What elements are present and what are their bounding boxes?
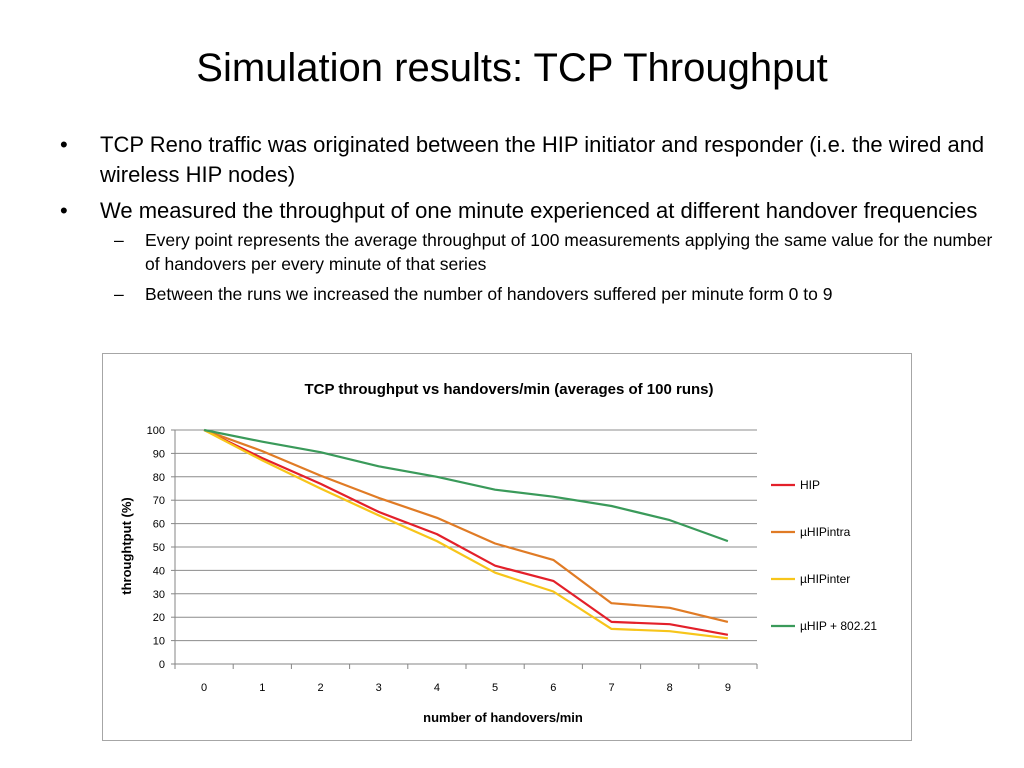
sub-bullet-text: Every point represents the average throu… xyxy=(145,230,993,274)
x-tick-label: 8 xyxy=(667,682,673,694)
x-axis-label: number of handovers/min xyxy=(423,710,583,725)
x-tick-label: 9 xyxy=(725,682,731,694)
bullet-item: • TCP Reno traffic was originated betwee… xyxy=(60,130,1000,190)
y-tick-label: 40 xyxy=(153,565,165,577)
sub-bullet-mark: – xyxy=(114,230,124,250)
y-tick-label: 100 xyxy=(147,425,165,437)
gridlines xyxy=(171,429,758,669)
x-tick-label: 4 xyxy=(434,682,440,694)
y-axis-label: throughtput (%) xyxy=(119,497,134,594)
y-tick-label: 80 xyxy=(153,472,165,484)
y-tick-label: 50 xyxy=(153,542,165,554)
sub-bullet-text: Between the runs we increased the number… xyxy=(145,284,833,304)
legend-label: µHIP + 802.21 xyxy=(800,619,877,633)
y-tick-label: 60 xyxy=(153,519,165,531)
x-tick-label: 1 xyxy=(259,682,265,694)
y-tick-label: 70 xyxy=(153,495,165,507)
bullet-text: We measured the throughput of one minute… xyxy=(100,198,978,223)
series-line xyxy=(203,428,729,623)
legend-label: µHIPinter xyxy=(800,572,850,586)
y-tick-label: 10 xyxy=(153,636,165,648)
x-tick-label: 0 xyxy=(201,682,207,694)
x-tick-label: 6 xyxy=(550,682,556,694)
y-tick-label: 90 xyxy=(153,448,165,460)
series-lines xyxy=(203,428,729,640)
x-tick-labels: 0 1 2 3 4 5 6 7 8 9 xyxy=(201,682,731,694)
legend-label: µHIPintra xyxy=(800,525,851,539)
series-line xyxy=(203,428,729,543)
chart-legend: HIP µHIPintra µHIPinter µHIP + 802.21 xyxy=(771,478,877,633)
x-tick-label: 3 xyxy=(376,682,382,694)
line-chart: TCP throughput vs handovers/min (average… xyxy=(119,381,877,725)
x-tick-label: 5 xyxy=(492,682,498,694)
chart-frame: TCP throughput vs handovers/min (average… xyxy=(102,353,912,741)
y-tick-label: 30 xyxy=(153,589,165,601)
sub-bullet-item: – Every point represents the average thr… xyxy=(100,228,1000,276)
chart-title: TCP throughput vs handovers/min (average… xyxy=(305,381,714,398)
x-tick-label: 2 xyxy=(317,682,323,694)
y-tick-label: 20 xyxy=(153,612,165,624)
y-tick-labels: 0 10 20 30 40 50 60 70 80 90 100 xyxy=(147,425,165,671)
slide-title: Simulation results: TCP Throughput xyxy=(196,46,828,90)
series-line xyxy=(203,429,729,636)
sub-bullet-item: – Between the runs we increased the numb… xyxy=(100,282,1000,306)
bullet-list: • TCP Reno traffic was originated betwee… xyxy=(60,130,1000,312)
bullet-text: TCP Reno traffic was originated between … xyxy=(100,132,985,187)
bullet-mark: • xyxy=(60,198,68,223)
series-line xyxy=(203,429,729,640)
y-tick-label: 0 xyxy=(159,659,165,671)
sub-bullet-mark: – xyxy=(114,284,124,304)
x-tick-label: 7 xyxy=(608,682,614,694)
sub-bullet-list: – Every point represents the average thr… xyxy=(100,228,1000,306)
legend-label: HIP xyxy=(800,478,820,492)
bullet-mark: • xyxy=(60,132,68,157)
bullet-item: • We measured the throughput of one minu… xyxy=(60,196,1000,306)
